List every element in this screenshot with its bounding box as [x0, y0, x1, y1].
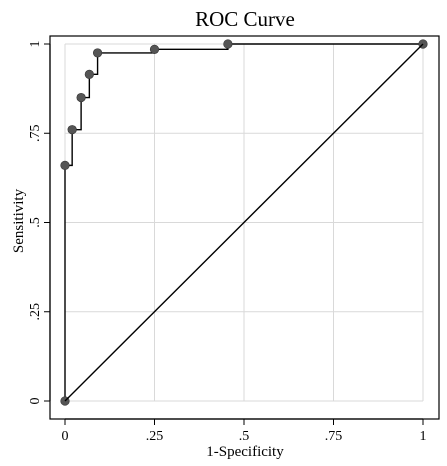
y-tick-label: 0	[28, 398, 43, 405]
roc-point	[67, 125, 77, 135]
reference-line	[64, 43, 424, 402]
roc-point	[84, 69, 94, 79]
x-axis-label: 1-Specificity	[206, 444, 284, 460]
tick-labels: 0 .25 .5 .75 1 0 .25 .5 .75 1	[28, 41, 427, 445]
roc-point	[149, 44, 160, 54]
axes	[44, 43, 424, 425]
y-tick-label: 1	[28, 41, 43, 48]
y-tick-label: .5	[28, 217, 43, 228]
x-tick-label: .25	[146, 429, 164, 444]
chart-title: ROC Curve	[195, 7, 295, 31]
x-tick-label: .5	[239, 429, 250, 444]
x-tick-label: .75	[325, 429, 343, 444]
y-tick-label: .75	[28, 125, 43, 143]
x-tick-label: 1	[420, 429, 427, 444]
series	[60, 39, 428, 406]
y-axis-label: Sensitivity	[11, 188, 27, 253]
roc-point	[92, 48, 103, 58]
x-tick-label: 0	[62, 429, 69, 444]
roc-point	[76, 92, 86, 103]
y-tick-label: .25	[28, 303, 43, 321]
roc-point	[60, 160, 70, 170]
roc-point	[223, 39, 233, 49]
